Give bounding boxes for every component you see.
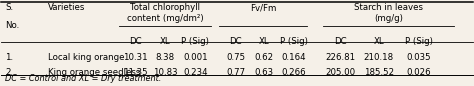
Text: 185.52: 185.52 — [364, 68, 394, 77]
Text: 0.75: 0.75 — [226, 53, 245, 62]
Text: DC: DC — [229, 37, 242, 46]
Text: Fv/Fm: Fv/Fm — [250, 3, 276, 12]
Text: 1.: 1. — [5, 53, 14, 62]
Text: No.: No. — [5, 21, 19, 30]
Text: S.: S. — [5, 3, 14, 12]
Text: 0.164: 0.164 — [282, 53, 306, 62]
Text: DC = Control and XL = Dry treatment.: DC = Control and XL = Dry treatment. — [5, 74, 162, 83]
Text: XL: XL — [259, 37, 270, 46]
Text: 2.: 2. — [5, 68, 14, 77]
Text: DC: DC — [129, 37, 142, 46]
Text: 0.77: 0.77 — [226, 68, 245, 77]
Text: 10.31: 10.31 — [123, 53, 148, 62]
Text: King orange seedless: King orange seedless — [48, 68, 140, 77]
Text: 8.38: 8.38 — [155, 53, 175, 62]
Text: 0.001: 0.001 — [183, 53, 208, 62]
Text: XL: XL — [374, 37, 384, 46]
Text: P (Sig): P (Sig) — [405, 37, 433, 46]
Text: 0.63: 0.63 — [255, 68, 274, 77]
Text: Varieties: Varieties — [48, 3, 85, 12]
Text: P (Sig): P (Sig) — [182, 37, 210, 46]
Text: DC: DC — [334, 37, 346, 46]
Text: 0.035: 0.035 — [407, 53, 431, 62]
Text: 11.35: 11.35 — [123, 68, 148, 77]
Text: Starch in leaves
(mg/g): Starch in leaves (mg/g) — [354, 3, 423, 23]
Text: 0.234: 0.234 — [183, 68, 208, 77]
Text: 0.026: 0.026 — [407, 68, 431, 77]
Text: 205.00: 205.00 — [325, 68, 355, 77]
Text: XL: XL — [160, 37, 171, 46]
Text: 0.266: 0.266 — [282, 68, 306, 77]
Text: 226.81: 226.81 — [325, 53, 355, 62]
Text: 210.18: 210.18 — [364, 53, 394, 62]
Text: 10.83: 10.83 — [153, 68, 177, 77]
Text: Total chlorophyll
content (mg/dm²): Total chlorophyll content (mg/dm²) — [127, 3, 203, 23]
Text: Local king orange: Local king orange — [48, 53, 125, 62]
Text: 0.62: 0.62 — [255, 53, 274, 62]
Text: P (Sig): P (Sig) — [280, 37, 308, 46]
